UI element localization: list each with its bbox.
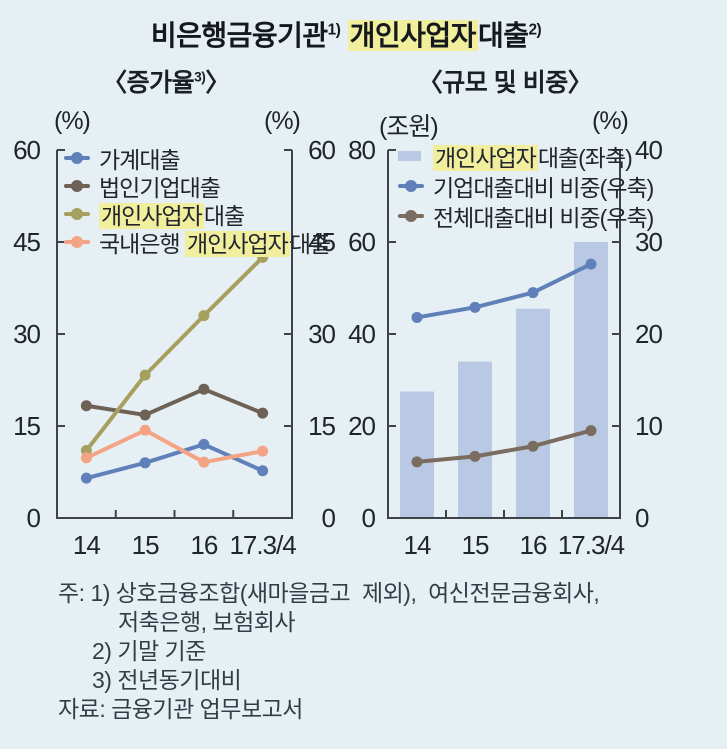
svg-text:60: 60 xyxy=(348,227,375,257)
legend-item-bank-soleprop-loans: 국내은행 개인사업자대출 xyxy=(64,228,331,257)
title-footnote-2: 2) xyxy=(528,21,542,39)
svg-text:10: 10 xyxy=(635,411,662,441)
svg-text:14: 14 xyxy=(404,530,431,560)
svg-text:14: 14 xyxy=(73,530,100,560)
svg-text:17.3/4: 17.3/4 xyxy=(558,530,625,560)
svg-text:15: 15 xyxy=(308,411,335,441)
figure-title: 비은행금융기관1) 개인사업자대출2) xyxy=(0,14,692,54)
svg-text:45: 45 xyxy=(308,227,335,257)
unit-right-chart-right-axis: (%) xyxy=(592,107,629,135)
svg-text:30: 30 xyxy=(13,319,40,349)
source-line: 자료: 금융기관 업무보고서 xyxy=(58,696,303,722)
svg-text:30: 30 xyxy=(308,319,335,349)
footnotes: 주: 1) 상호금융조합(새마을금고 제외), 여신전문금융회사, 저축은행, … xyxy=(58,579,600,724)
svg-text:17.3/4: 17.3/4 xyxy=(229,530,296,560)
legend-item-soleprop-loans: 개인사업자대출 xyxy=(64,200,330,229)
svg-text:0: 0 xyxy=(635,503,649,533)
legend-item-corporate-loans: 법인기업대출 xyxy=(64,172,330,201)
svg-text:20: 20 xyxy=(348,411,375,441)
legend-item-total-ratio: 전체대출대비 비중(우축) xyxy=(398,201,654,231)
soleprop-loans-marker-icon xyxy=(64,207,90,221)
svg-text:40: 40 xyxy=(635,135,662,165)
note-2: 2) 기말 기준 xyxy=(92,638,206,664)
svg-text:16: 16 xyxy=(520,530,547,560)
unit-left-chart-right-axis: (%) xyxy=(264,107,301,135)
note-1: 주: 1) 상호금융조합(새마을금고 제외), 여신전문금융회사, xyxy=(58,580,600,606)
svg-text:0: 0 xyxy=(362,503,376,533)
bank-soleprop-loans-marker-icon xyxy=(64,235,90,249)
svg-text:40: 40 xyxy=(348,319,375,349)
svg-text:30: 30 xyxy=(635,227,662,257)
legend-item-household-loans: 가계대출 xyxy=(64,144,330,173)
svg-text:20: 20 xyxy=(635,319,662,349)
note-1-cont: 저축은행, 보험회사 xyxy=(118,609,296,635)
svg-text:0: 0 xyxy=(322,503,336,533)
corporate-ratio-marker-icon xyxy=(398,179,424,193)
svg-text:0: 0 xyxy=(27,503,41,533)
title-footnote-1: 1) xyxy=(327,21,341,39)
title-part1: 비은행금융기관 xyxy=(150,20,328,51)
right-chart-subtitle: 〈규모 및 비중〉 xyxy=(417,69,593,97)
soleprop-bar-swatch-icon xyxy=(398,151,421,161)
subtitle-footnote-3: 3) xyxy=(194,69,206,85)
left-chart-subtitle: 〈증가율3)〉 xyxy=(102,69,230,97)
corporate-loans-marker-icon xyxy=(64,179,90,193)
svg-text:60: 60 xyxy=(13,135,40,165)
title-part2: 대출 xyxy=(477,20,529,51)
svg-text:15: 15 xyxy=(462,530,489,560)
left-chart-legend: 가계대출 법인기업대출 개인사업자대출 국내은행 개인사업자대출 xyxy=(64,144,331,257)
legend-item-corporate-ratio: 기업대출대비 비중(우축) xyxy=(398,171,654,201)
legend-item-soleprop-loans-bar: 개인사업자대출(좌축) xyxy=(398,141,653,171)
svg-text:15: 15 xyxy=(13,411,40,441)
total-ratio-marker-icon xyxy=(398,209,424,223)
svg-text:80: 80 xyxy=(348,135,375,165)
svg-text:16: 16 xyxy=(190,530,217,560)
svg-text:60: 60 xyxy=(308,135,335,165)
unit-right-chart-left-axis: (조원) xyxy=(379,113,439,141)
household-loans-marker-icon xyxy=(64,151,90,165)
svg-text:45: 45 xyxy=(13,227,40,257)
note-3: 3) 전년동기대비 xyxy=(92,667,242,693)
title-highlight: 개인사업자 xyxy=(347,20,478,51)
unit-left-chart-left-axis: (%) xyxy=(54,107,91,135)
svg-text:15: 15 xyxy=(132,530,159,560)
right-chart-legend: 개인사업자대출(좌축) 기업대출대비 비중(우축) 전체대출대비 비중(우축) xyxy=(398,141,654,231)
